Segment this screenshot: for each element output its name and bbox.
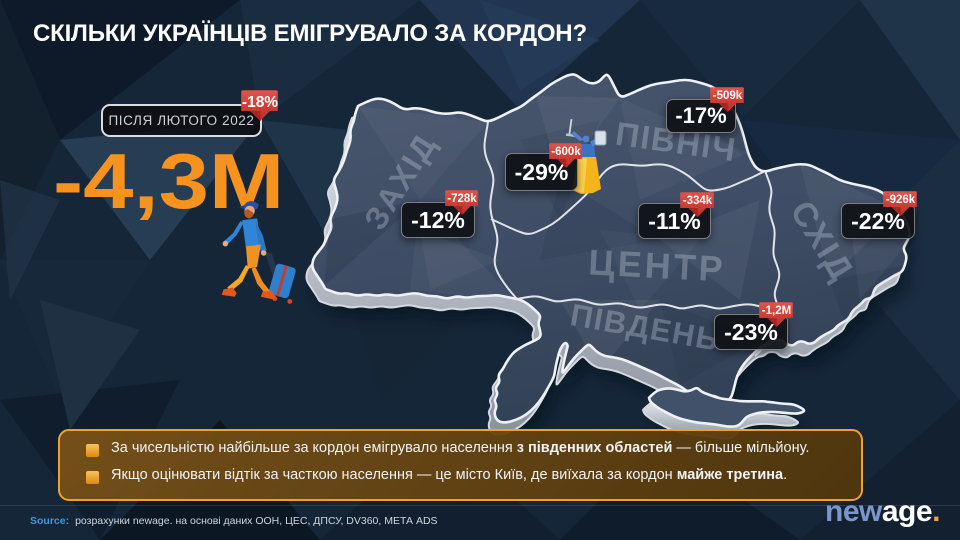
svg-text:-728k: -728k: [447, 193, 477, 205]
svg-text:-600k: -600k: [551, 146, 581, 158]
svg-text:ЦЕНТР: ЦЕНТР: [587, 241, 726, 289]
svg-text:-18%: -18%: [242, 94, 278, 111]
svg-text:-1,2M: -1,2M: [762, 305, 791, 317]
svg-text:-926k: -926k: [886, 194, 916, 206]
svg-text:-334k: -334k: [683, 195, 713, 207]
svg-text:-509k: -509k: [713, 90, 743, 102]
